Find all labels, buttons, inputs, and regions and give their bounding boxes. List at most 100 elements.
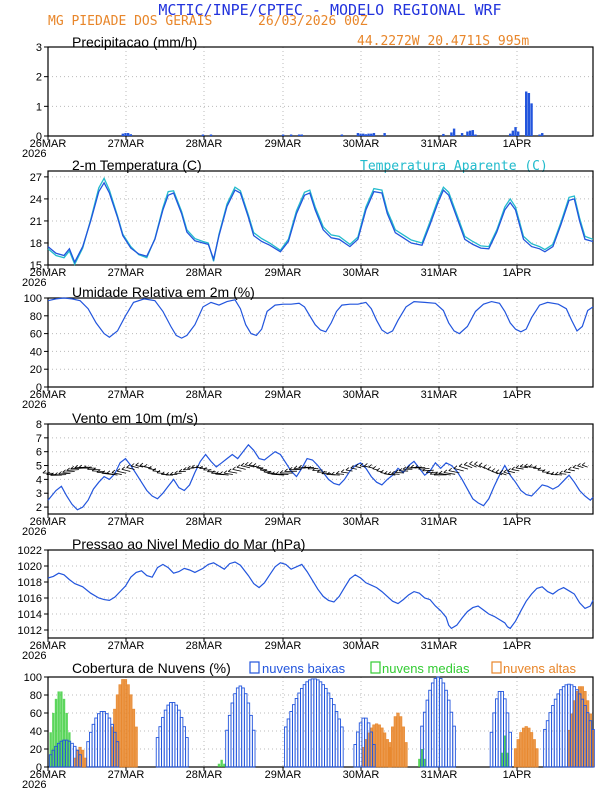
low-cloud-bar bbox=[169, 702, 173, 768]
wind-arrow bbox=[520, 466, 528, 469]
wind-arrow-head bbox=[139, 462, 144, 466]
wind-arrow bbox=[469, 463, 477, 468]
mid-cloud-bar bbox=[57, 691, 60, 767]
wind-arrow bbox=[439, 473, 451, 476]
mid-cloud-bar bbox=[223, 763, 226, 767]
wind-arrow bbox=[503, 471, 511, 475]
wind-arrow-head bbox=[414, 465, 418, 469]
wind-arrow-head bbox=[503, 469, 507, 473]
wind-arrow bbox=[121, 468, 131, 472]
wind-arrow-head bbox=[326, 471, 330, 475]
wind-ytick-label: 3 bbox=[36, 488, 42, 500]
high-cloud-bar bbox=[527, 727, 531, 768]
wind-arrow-head bbox=[581, 462, 586, 466]
wind-arrow-head bbox=[469, 461, 473, 465]
wind-arrow-head bbox=[495, 469, 500, 473]
precip-title: Precipitacao (mm/h) bbox=[72, 34, 197, 50]
wind-arrow-head bbox=[426, 469, 430, 474]
wind-arrow-head bbox=[191, 464, 195, 468]
press-xtick-label: 30MAR bbox=[343, 640, 380, 652]
wind-arrow-head bbox=[284, 468, 288, 472]
wind-arrow-head bbox=[391, 470, 395, 474]
press-ytick-label: 1018 bbox=[18, 577, 42, 589]
wind-xtick-label: 30MAR bbox=[343, 516, 380, 528]
wind-arrow-head bbox=[207, 468, 211, 472]
rh-ytick-label: 100 bbox=[24, 293, 42, 305]
wind-arrow bbox=[289, 468, 302, 471]
wind-arrow-head bbox=[187, 465, 191, 469]
low-cloud-bar bbox=[99, 711, 104, 768]
rh-year-label: 2026 bbox=[22, 399, 46, 411]
low-cloud-bar bbox=[238, 685, 243, 768]
low-cloud-bar bbox=[102, 711, 106, 768]
precip-year-label: 2026 bbox=[22, 148, 46, 160]
high-cloud-bar bbox=[532, 739, 536, 768]
wind-arrow-head bbox=[418, 466, 422, 470]
temp-ytick-label: 24 bbox=[30, 194, 42, 206]
mid-cloud-bar bbox=[49, 732, 52, 767]
low-cloud-bar bbox=[497, 690, 502, 768]
wind-arrow-head bbox=[165, 472, 169, 476]
wind-arrow-head bbox=[345, 467, 350, 471]
precip-ytick-label: 3 bbox=[36, 42, 42, 54]
wind-arrow-head bbox=[236, 464, 241, 468]
low-cloud-bar bbox=[372, 744, 376, 768]
wind-arrow-head bbox=[275, 471, 279, 475]
wind-arrow-head bbox=[453, 465, 458, 469]
wind-xtick-label: 28MAR bbox=[186, 516, 223, 528]
mid-cloud-bar bbox=[418, 758, 421, 767]
wind-arrow bbox=[443, 472, 456, 475]
wind-arrow bbox=[572, 467, 580, 470]
high-cloud-bar bbox=[129, 694, 133, 768]
high-cloud-bar bbox=[377, 724, 381, 768]
wind-arrow-head bbox=[364, 463, 368, 467]
temp-line bbox=[47, 181, 594, 264]
low-cloud-bar bbox=[91, 723, 96, 768]
high-cloud-bar bbox=[401, 726, 405, 768]
wind-arrow-head bbox=[74, 464, 79, 469]
wind-arrow bbox=[232, 468, 242, 472]
precip-panel: 0 1 2 3 26MAR 27MAR 28MAR 29MAR 30MAR 31MAR 1APR 20… bbox=[22, 42, 594, 160]
wind-arrow-head bbox=[402, 466, 407, 470]
low-cloud-bar bbox=[78, 754, 82, 768]
temp-xtick-label: 29MAR bbox=[265, 267, 302, 279]
precip-bar bbox=[201, 134, 205, 136]
high-cloud-bar bbox=[519, 732, 523, 768]
cloud-panel: 0 20 40 60 80 100 26MAR 27MAR 28MAR 29MAR 30MAR 31M… bbox=[22, 672, 595, 791]
wind-xtick-label: 31MAR bbox=[421, 516, 458, 528]
low-cloud-bar bbox=[321, 684, 325, 768]
wind-arrow-head bbox=[368, 464, 372, 468]
temp-year-label: 2026 bbox=[22, 277, 46, 289]
cloud-ytick-label: 80 bbox=[30, 690, 42, 702]
low-cloud-bar bbox=[300, 687, 304, 768]
precip-bar bbox=[442, 133, 445, 136]
high-cloud-bar bbox=[383, 732, 387, 768]
wind-arrow bbox=[577, 465, 584, 469]
wind-ytick-label: 4 bbox=[36, 474, 42, 486]
low-cloud-bar bbox=[233, 693, 237, 768]
cloud-xtick-label: 26MAR bbox=[30, 769, 67, 781]
wind-arrow bbox=[135, 464, 144, 468]
precip-xtick-label: 27MAR bbox=[108, 138, 145, 150]
low-cloud-bar bbox=[284, 726, 288, 768]
press-xtick-label: 28MAR bbox=[186, 640, 223, 652]
wind-arrow bbox=[418, 468, 430, 470]
press-ytick-label: 1020 bbox=[18, 561, 42, 573]
high-cloud-bar bbox=[81, 749, 85, 768]
temp-ytick-label: 15 bbox=[30, 260, 42, 272]
wind-arrow-head bbox=[464, 461, 468, 465]
wind-arrow bbox=[355, 466, 362, 469]
wind-arrow bbox=[70, 467, 84, 470]
precip-xtick-label: 30MAR bbox=[343, 138, 380, 150]
cloud-ytick-label: 100 bbox=[24, 672, 42, 684]
wind-arrow bbox=[563, 471, 571, 474]
precip-bar bbox=[530, 103, 533, 136]
high-cloud-bar bbox=[134, 726, 138, 768]
wind-arrow-head bbox=[458, 463, 463, 467]
low-cloud-bar bbox=[564, 684, 569, 768]
wind-arrow bbox=[499, 472, 507, 476]
wind-arrow-head bbox=[483, 464, 487, 468]
apparent-temp-legend: Temperatura Aparente (C) bbox=[360, 159, 548, 174]
low-cloud-bar bbox=[105, 713, 109, 768]
press-ytick-label: 1012 bbox=[18, 625, 42, 637]
